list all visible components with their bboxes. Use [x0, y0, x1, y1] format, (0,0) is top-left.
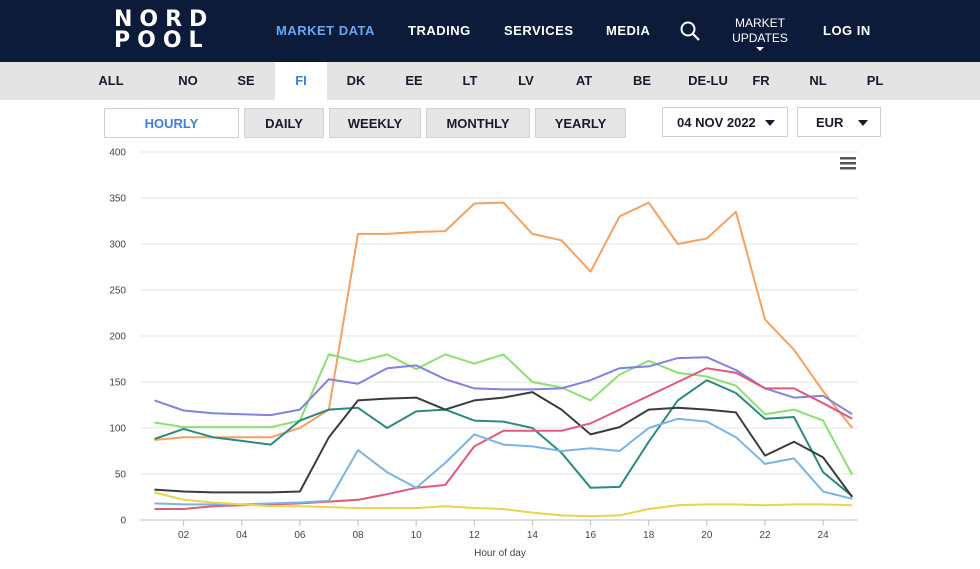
x-tick-label: 24 [818, 530, 830, 541]
area-tab-all[interactable]: ALL [98, 73, 124, 88]
logo-line-1: NORD [114, 7, 215, 32]
series-line-4[interactable] [154, 379, 853, 497]
currency-select-value: EUR [816, 115, 844, 130]
area-tab-lt[interactable]: LT [462, 73, 478, 88]
chevron-down-icon [765, 120, 775, 126]
top-navigation: NORD POOL MARKET DATA TRADING SERVICES M… [0, 0, 980, 62]
area-tab-lv[interactable]: LV [518, 73, 534, 88]
area-tab-ee[interactable]: EE [405, 73, 423, 88]
series-line-8[interactable] [154, 491, 853, 518]
x-tick-label: 06 [294, 530, 306, 541]
area-tab-no[interactable]: NO [178, 73, 198, 88]
chevron-down-icon [756, 47, 764, 51]
area-tab-be[interactable]: BE [632, 73, 652, 88]
x-tick-label: 16 [585, 530, 597, 541]
market-updates-line-2: UPDATES [732, 31, 788, 45]
market-updates-menu[interactable]: MARKET UPDATES [722, 16, 798, 51]
y-tick-label: 350 [109, 194, 126, 205]
area-tab-se[interactable]: SE [237, 73, 255, 88]
area-tab-pl[interactable]: PL [866, 73, 884, 88]
x-tick-label: 20 [701, 530, 713, 541]
x-tick-label: 14 [527, 530, 539, 541]
resolution-weekly-button[interactable]: WEEKLY [329, 108, 421, 138]
search-icon[interactable] [680, 21, 700, 41]
area-tab-fi[interactable]: FI [275, 62, 327, 100]
area-tab-at[interactable]: AT [575, 73, 593, 88]
y-tick-label: 0 [120, 516, 126, 527]
area-tab-nl[interactable]: NL [809, 73, 827, 88]
y-tick-label: 50 [115, 470, 127, 481]
area-tabs: ALL NO SE FI DK EE LT LV AT BE DE-LU FR … [0, 62, 980, 100]
area-tab-de-lu[interactable]: DE-LU [688, 73, 728, 88]
nav-trading[interactable]: TRADING [408, 23, 471, 38]
date-select[interactable]: 04 NOV 2022 [662, 107, 788, 137]
x-tick-label: 04 [236, 530, 248, 541]
y-tick-label: 100 [109, 424, 126, 435]
y-tick-label: 150 [109, 378, 126, 389]
chevron-down-icon [858, 120, 868, 126]
price-line-chart: 0 50 100 150 200 250 300 350 400 02 04 06 08 10 12 14 1… [109, 148, 858, 559]
x-axis-ticks: 02 04 06 08 10 12 14 16 18 20 22 24 [178, 520, 829, 541]
resolution-yearly-button[interactable]: YEARLY [535, 108, 626, 138]
date-select-value: 04 NOV 2022 [677, 115, 756, 130]
x-axis-title: Hour of day [474, 548, 526, 559]
login-link[interactable]: LOG IN [823, 23, 871, 38]
market-updates-line-1: MARKET [734, 16, 785, 30]
x-tick-label: 10 [411, 530, 423, 541]
x-tick-label: 08 [352, 530, 364, 541]
x-tick-label: 02 [178, 530, 190, 541]
resolution-monthly-button[interactable]: MONTHLY [426, 108, 530, 138]
y-axis-ticks: 0 50 100 150 200 250 300 350 400 [109, 148, 126, 527]
chart-series [154, 201, 854, 518]
nav-market-data[interactable]: MARKET DATA [276, 23, 375, 38]
nav-services[interactable]: SERVICES [504, 23, 574, 38]
resolution-daily-button[interactable]: DAILY [244, 108, 324, 138]
series-line-3[interactable] [154, 356, 853, 417]
chart-grid [140, 151, 858, 521]
area-tab-dk[interactable]: DK [346, 73, 366, 88]
series-line-7[interactable] [154, 417, 853, 506]
resolution-hourly-button[interactable]: HOURLY [104, 108, 239, 138]
nord-pool-logo[interactable]: NORD POOL [114, 7, 215, 53]
x-tick-label: 22 [759, 530, 771, 541]
logo-line-2: POOL [114, 28, 210, 53]
nav-media[interactable]: MEDIA [606, 23, 651, 38]
hamburger-menu-icon[interactable] [840, 157, 856, 170]
y-tick-label: 400 [109, 148, 126, 159]
y-tick-label: 200 [109, 332, 126, 343]
x-tick-label: 18 [643, 530, 655, 541]
area-tab-fr[interactable]: FR [752, 73, 770, 88]
y-tick-label: 250 [109, 286, 126, 297]
series-line-5[interactable] [154, 391, 854, 498]
y-tick-label: 300 [109, 240, 126, 251]
x-tick-label: 12 [469, 530, 481, 541]
currency-select[interactable]: EUR [797, 107, 881, 137]
series-line-2[interactable] [154, 353, 854, 476]
series-line-1[interactable] [154, 201, 853, 441]
